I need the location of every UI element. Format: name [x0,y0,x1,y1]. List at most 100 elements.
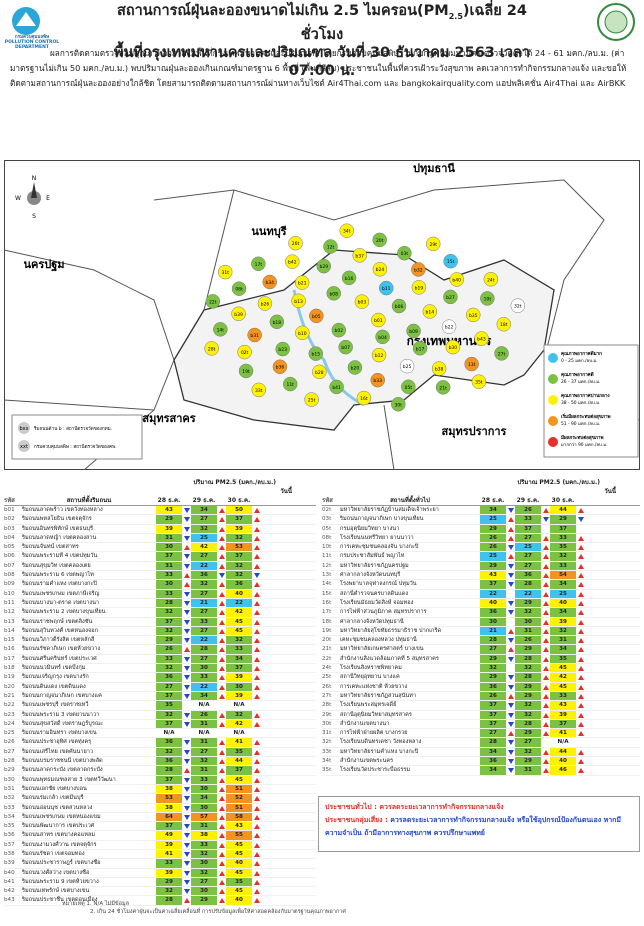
table-row: 28t โรงเรียนพระสมุทรเจดีย์ 37 32 43 [322,701,640,711]
station-dot [339,223,354,238]
trend-arrow [578,545,584,551]
value-cell: 34 [226,654,252,664]
title-sub: 2.5 [448,11,463,21]
station-code: b38 [4,850,15,857]
table-row: 10t การเคหะชุมชนคลองจั่น บางกะปิ 26 25 35 [322,543,640,553]
trend-arrow [184,898,190,904]
value-cell: 32 [191,524,217,533]
station-code: b39 [4,860,15,867]
trend-cell [252,552,261,560]
station-code: b37 [355,253,364,259]
value-cell: 29 [480,561,506,571]
trend-cell [182,664,191,672]
value-cell: 32 [156,747,182,757]
table-row: b28 ริมถนนบรมราชชนนี เขตบางพลัด 36 32 44 [4,757,316,767]
trend-arrow [219,535,225,541]
trend-cell [182,683,191,691]
trend-cell [182,655,191,663]
trend-arrow [219,684,225,690]
station-code: b28 [315,370,324,376]
trend-arrow [219,508,225,513]
value-cell: 31 [156,561,182,571]
station-code: b27 [4,748,15,755]
table-row: 27t มหาวิทยาลัยราชภัฏสวนสุนันทา 26 29 33 [322,691,640,702]
value-cell: 29 [156,636,182,645]
trend-arrow [184,647,190,653]
value-cell: 39 [550,617,576,626]
table-row: 30t สำนักงานเขตบางนา 37 28 37 [322,719,640,730]
value-cell: 28 [515,580,541,589]
trend-cell [252,794,261,802]
trend-cell [541,618,550,626]
trend-arrow [543,647,549,653]
trend-arrow [508,535,514,541]
value-cell: 27 [480,729,506,738]
station-code: 24t [322,665,332,672]
station-code: b20 [351,365,360,371]
station-code: b43 [4,897,15,904]
trend-cell [576,757,585,765]
trend-arrow [219,721,225,727]
station-code: b03 [4,525,15,532]
trend-arrow [508,703,514,709]
station-code: 16t [322,599,332,606]
station-dot [464,356,479,372]
value-cell: 25 [480,552,506,561]
station-dot [309,308,324,324]
trend-arrow [219,554,225,560]
value-cell: 41 [226,738,252,747]
trend-arrow [578,759,584,765]
trend-cell [576,525,585,533]
trend-cell [217,552,226,560]
trend-cell [252,859,261,867]
station-code: b37 [4,841,15,848]
trend-cell [541,664,550,672]
table-row: b39 ริมถนนประชาราษฎร์ เขตบางซื่อ 33 30 40 [4,859,316,869]
trend-arrow [219,777,225,783]
station-code: 13t [322,572,332,579]
trend-cell [217,869,226,877]
station-name: ริมถนนพัฒนาการ เขตประเวศ [22,823,95,830]
station-dot [304,392,319,407]
station-code: 19t [322,627,332,634]
trend-arrow [254,508,260,513]
table-row: b43 ริมถนนประชาชื่น เขตดอนเมือง 28 29 40 [4,896,316,906]
trend-cell [252,850,261,858]
value-cell: 36 [515,571,541,580]
trend-cell [252,738,261,746]
trend-cell [217,627,226,635]
value-cell: 29 [156,877,182,887]
station-dot [510,298,526,313]
trend-arrow [184,638,190,644]
trend-arrow [254,796,260,802]
value-cell: 32 [156,710,182,719]
trend-cell [217,831,226,839]
value-cell: 37 [515,524,541,533]
value-cell: 58 [226,812,252,822]
station-name: สำนักงานสิ่งแวดล้อมภาคที่ 5 สมุทรสาคร [340,655,439,662]
trend-cell [506,729,515,737]
trend-cell [182,534,191,542]
trend-arrow [184,591,190,597]
table-header: วันนี้ [4,487,316,496]
station-name: โรงเรียนสิงหราชพิทยาคม [340,665,402,672]
table-row: 21t มหาวิทยาลัยเกษตรศาสตร์ บางเขน 27 29 34 [322,645,640,655]
trend-arrow [254,861,260,867]
trend-cell [217,766,226,774]
station-code: b13 [294,299,303,305]
station-code: b02 [4,516,15,523]
station-name: ริมถนนเจริญกรุง เขตบางรัก [22,674,89,681]
trend-cell [541,608,550,616]
value-cell: 22 [191,561,217,571]
trend-cell [252,776,261,784]
level-range: 26 - 37 มคก./ลบ.ม. [561,379,600,385]
trend-arrow [578,721,584,727]
station-dot [237,344,252,360]
trend-arrow [578,684,584,690]
station-dot [347,360,363,375]
station-code: b32 [4,795,15,802]
value-cell: 45 [550,664,576,673]
table-row: 05t กรมอุตุนิยมวิทยา บางนา 29 37 37 [322,524,640,534]
trend-cell [252,896,261,904]
trend-cell [541,506,550,514]
